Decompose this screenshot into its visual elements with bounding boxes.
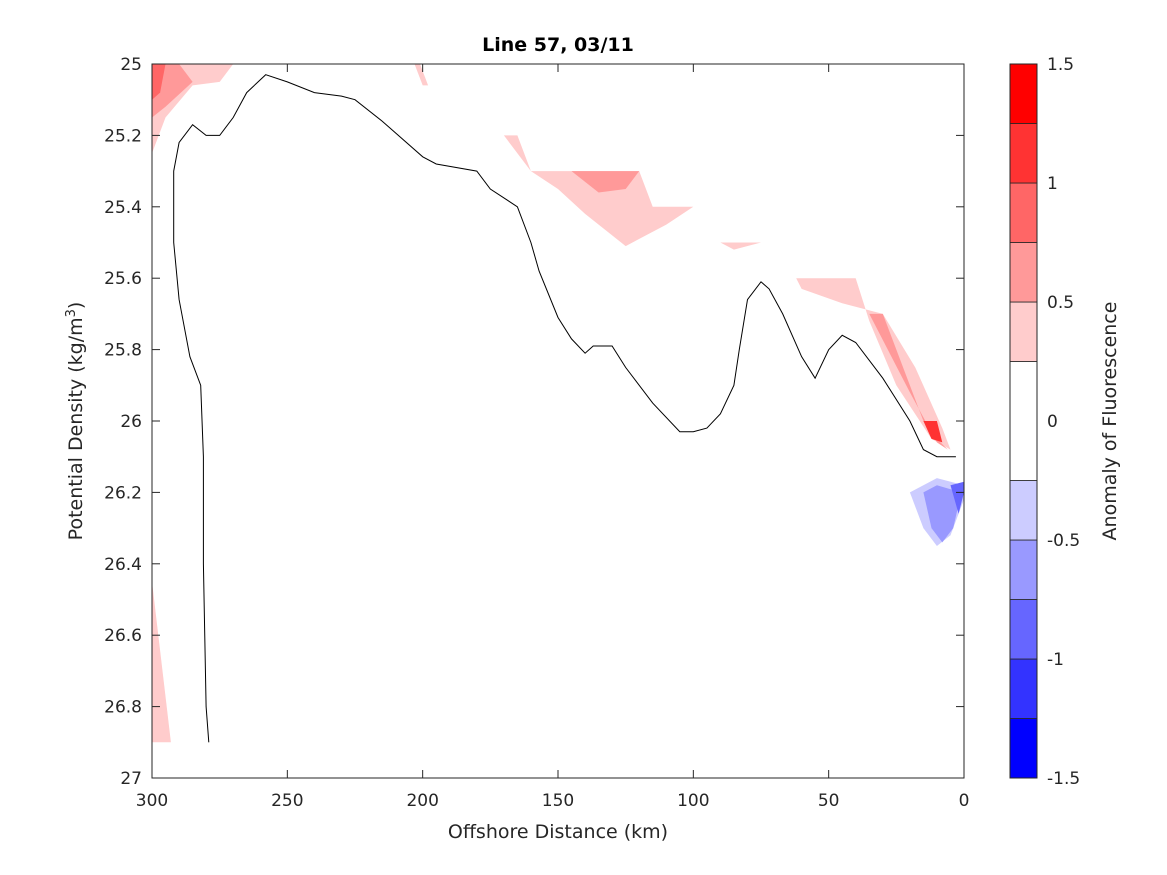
colorbar-tick-label: 0: [1047, 412, 1058, 432]
y-tick-label: 26: [120, 412, 142, 432]
contour-fill-region-9: [923, 421, 943, 443]
y-tick-label: 26.6: [104, 626, 142, 646]
colorbar-frame: [1009, 63, 1038, 779]
contour-fill-region-3: [414, 64, 429, 86]
contour-fill-region-2: [152, 64, 166, 100]
colorbar-tick-label: -1.5: [1047, 769, 1080, 789]
colorbar-segment: [1009, 361, 1038, 481]
colorbar-segment: [1009, 599, 1038, 660]
x-axis-label: Offshore Distance (km): [448, 821, 668, 843]
colorbar: -1.5 -1 -0.5 0 0.5 1 1.5: [1009, 55, 1080, 789]
y-tick-label: 25.2: [104, 126, 142, 146]
x-tick-label: 50: [818, 791, 840, 811]
y-tick-label: 26.8: [104, 698, 142, 718]
chart-title: Line 57, 03/11: [482, 34, 634, 56]
colorbar-label: Anomaly of Fluorescence: [1099, 302, 1121, 541]
y-tick-label: 26.4: [104, 555, 142, 575]
y-axis-label-superscript: 3: [64, 309, 79, 317]
contour-fill-region-5: [571, 171, 640, 193]
y-axis-label-main: Potential Density (kg/m: [65, 317, 87, 540]
contour-fills: [152, 64, 964, 743]
colorbar-tick-label: -0.5: [1047, 531, 1080, 551]
colorbar-segment: [1009, 242, 1038, 303]
x-tick-label: 100: [677, 791, 709, 811]
contour-lines: [173, 74, 956, 743]
colorbar-tick-label: 0.5: [1047, 293, 1074, 313]
x-axis-ticks: 300 250 200 150 100 50 0: [136, 64, 970, 811]
y-axis-ticks: 25 25.2 25.4 25.6 25.8 26 26.2 26.4 26.6 26.8 27: [104, 55, 964, 789]
colorbar-segment: [1009, 718, 1038, 779]
x-tick-label: 250: [271, 791, 303, 811]
contour-fill-region-10: [152, 581, 171, 743]
colorbar-segment: [1009, 123, 1038, 184]
contour-fill-region-6: [720, 242, 761, 250]
contour-fill-region-13: [923, 485, 962, 543]
colorbar-segment: [1009, 658, 1038, 719]
colorbar-tick-label: 1: [1047, 174, 1058, 194]
y-tick-label: 25.4: [104, 198, 142, 218]
colorbar-tick-label: 1.5: [1047, 55, 1074, 75]
contour-fill-region-8: [869, 313, 948, 450]
y-tick-label: 27: [120, 769, 142, 789]
x-tick-label: 0: [959, 791, 970, 811]
contour-fill-region-14: [950, 481, 964, 514]
colorbar-segment: [1009, 63, 1038, 124]
y-axis-label: Potential Density (kg/m3): [64, 302, 87, 541]
x-tick-label: 200: [406, 791, 438, 811]
colorbar-segment: [1009, 182, 1038, 243]
colorbar-segment: [1009, 539, 1038, 600]
colorbar-segment: [1009, 480, 1038, 541]
y-tick-label: 25: [120, 55, 142, 75]
y-tick-label: 25.6: [104, 269, 142, 289]
colorbar-segment: [1009, 301, 1038, 362]
x-tick-label: 150: [542, 791, 574, 811]
y-axis-label-tail: ): [65, 302, 87, 309]
y-tick-label: 25.8: [104, 341, 142, 361]
y-tick-label: 26.2: [104, 483, 142, 503]
x-tick-label: 300: [136, 791, 168, 811]
colorbar-tick-label: -1: [1047, 650, 1064, 670]
contour-line-zero-0: [173, 74, 956, 743]
contour-fill-region-7: [796, 278, 951, 450]
